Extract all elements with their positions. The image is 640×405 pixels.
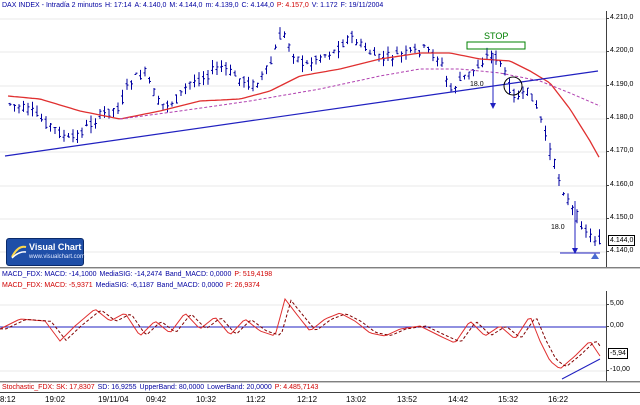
macd-axis-label: 0,00 <box>606 322 624 329</box>
measure-arrow-icon <box>490 103 496 109</box>
macd-axis-label: 5,00 <box>606 300 624 307</box>
info-field: Band_MACD: 0,0000 <box>156 282 224 289</box>
info-field: SD: 16,9255 <box>97 384 137 391</box>
info-field: V: 1.172 <box>311 2 338 9</box>
info-field: MediaSIG: -14,2474 <box>99 271 163 278</box>
macd-axis[interactable]: -10,00 0,00 5,00 -5,94 <box>606 291 640 381</box>
logo-url: www.visualchart.com <box>29 254 86 260</box>
time-axis-label: 19/11/04 <box>98 395 129 404</box>
moving-average-fast <box>7 52 600 158</box>
last-price-tag: 4.144,0 <box>608 235 636 246</box>
measure-label: 18.0 <box>470 81 484 88</box>
time-axis-label: 09:42 <box>146 395 167 404</box>
info-field: MediaSIG: -6,1187 <box>95 282 154 289</box>
info-field: UpperBand: 80,0000 <box>139 384 205 391</box>
info-field: F: 19/11/2004 <box>340 2 384 9</box>
price-axis-label: 4.150,0 <box>605 214 634 221</box>
moving-average-slow <box>119 68 601 120</box>
info-field: P: 4.485,7143 <box>274 384 319 391</box>
macd-signal-line <box>0 299 601 367</box>
macd-line <box>0 297 601 369</box>
info-field: H: 17:14 <box>104 2 132 9</box>
measure-label: 18.0 <box>551 224 565 231</box>
price-axis[interactable]: 4.140,0 4.150,0 4.160,0 4.170,0 4.180,0 4.190… <box>605 11 640 267</box>
price-axis-label: 4.180,0 <box>605 114 634 121</box>
time-axis[interactable]: 8:12 19:02 19/11/04 09:42 10:32 11:22 12:12 13:… <box>0 392 640 405</box>
info-field: P: 4.157,0 <box>276 2 309 9</box>
time-axis-label: 12:12 <box>297 395 318 404</box>
macd-panel[interactable] <box>0 291 606 381</box>
info-field: LowerBand: 20,0000 <box>207 384 272 391</box>
info-field: MACD_FDX: MACD: -14,1000 <box>2 271 97 278</box>
macd-chart[interactable] <box>0 291 606 381</box>
time-axis-label: 19:02 <box>45 395 66 404</box>
info-field: Stochastic_FDX: SK: 17,8307 <box>2 384 95 391</box>
price-panel[interactable]: STOP 18.0 18.0 <box>0 11 606 267</box>
time-axis-label: 11:22 <box>246 395 266 404</box>
price-info-bar: DAX INDEX - Intradía 2 minutos H: 17:14 A:… <box>0 0 610 11</box>
price-axis-label: 4.200,0 <box>605 47 634 54</box>
logo-name: Visual Chart <box>29 242 82 252</box>
info-field: C: 4.144,0 <box>241 2 274 9</box>
price-axis-label: 4.140,0 <box>605 247 634 254</box>
price-axis-label: 4.170,0 <box>605 147 634 154</box>
macd-info-bar-1: MACD_FDX: MACD: -14,1000 MediaSIG: -14,24… <box>0 269 610 280</box>
price-axis-label: 4.190,0 <box>605 81 634 88</box>
info-field: P: 519,4198 <box>234 271 273 278</box>
last-macd-tag: -5,94 <box>608 348 628 359</box>
price-axis-label: 4.160,0 <box>605 181 634 188</box>
time-axis-label: 8:12 <box>0 395 16 404</box>
info-field: MACD_FDX: MACD: -5,9371 <box>2 282 93 289</box>
bottom-arrow-icon <box>591 253 599 259</box>
logo-swoosh-icon <box>11 245 27 259</box>
info-field: Band_MACD: 0,0000 <box>165 271 232 278</box>
stop-box <box>466 41 526 50</box>
price-axis-label: 4.210,0 <box>605 14 634 21</box>
breakout-circle <box>503 76 523 96</box>
macd-divergence-line <box>561 358 601 380</box>
measure-arrow-icon <box>572 248 578 254</box>
stoch-info-bar: Stochastic_FDX: SK: 17,8307 SD: 16,9255 Up… <box>0 383 610 392</box>
panel-separator[interactable] <box>0 267 640 269</box>
macd-info-bar-2: MACD_FDX: MACD: -5,9371 MediaSIG: -6,1187… <box>0 280 610 291</box>
info-field: M: 4.144,0 <box>169 2 203 9</box>
visual-chart-logo: Visual Chart www.visualchart.com <box>6 238 86 266</box>
trendline <box>4 70 599 157</box>
info-field: DAX INDEX - Intradía 2 minutos <box>2 2 102 9</box>
panel-separator[interactable] <box>0 381 640 383</box>
info-field: P: 26,9374 <box>226 282 260 289</box>
time-axis-label: 14:42 <box>448 395 469 404</box>
time-axis-label: 13:02 <box>346 395 367 404</box>
time-axis-label: 13:52 <box>397 395 418 404</box>
stop-label: STOP <box>484 31 508 41</box>
price-chart[interactable]: STOP 18.0 18.0 <box>0 11 606 267</box>
macd-axis-label: -10,00 <box>606 366 630 373</box>
time-axis-label: 16:22 <box>548 395 569 404</box>
time-axis-label: 15:32 <box>498 395 519 404</box>
info-field: m: 4.139,0 <box>205 2 239 9</box>
info-field: A: 4.140,0 <box>134 2 167 9</box>
time-axis-label: 10:32 <box>196 395 217 404</box>
